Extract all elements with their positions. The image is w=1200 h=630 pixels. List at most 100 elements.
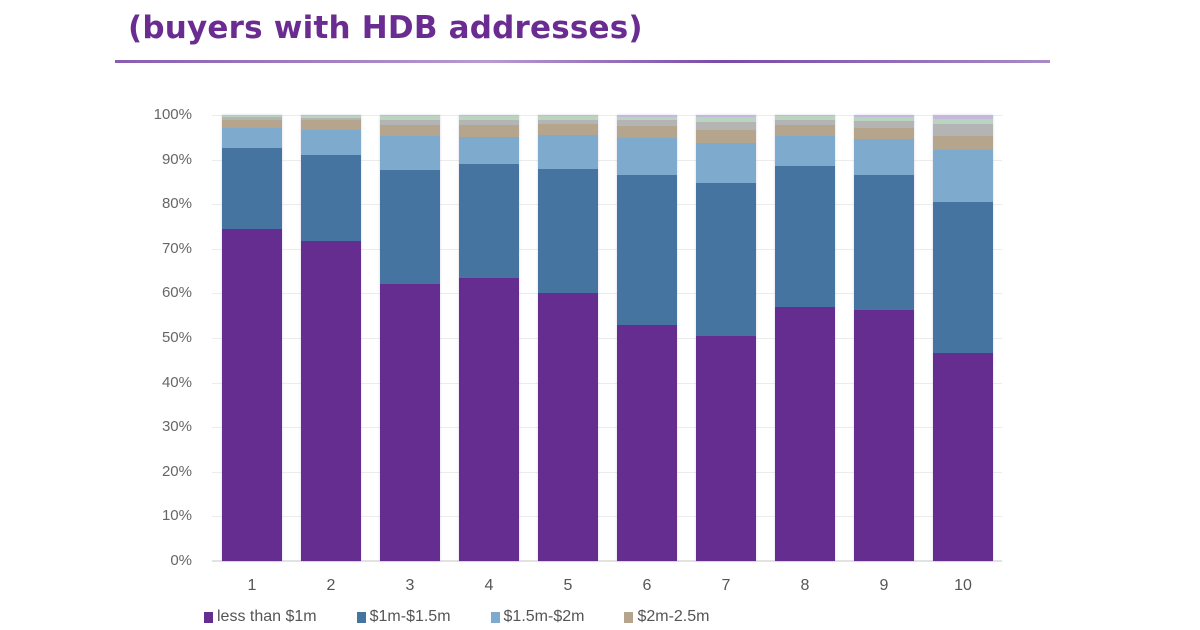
gridline — [212, 471, 1002, 473]
bar-2 — [301, 115, 361, 561]
bar-segment — [854, 175, 914, 310]
bar-3 — [380, 115, 440, 561]
gridline — [212, 159, 1002, 161]
bar-6 — [617, 115, 677, 561]
bar-segment — [538, 116, 598, 120]
legend-label: $1.5m-$2m — [503, 608, 585, 625]
bar-segment — [380, 116, 440, 120]
gridline — [212, 338, 1002, 339]
title-divider — [115, 60, 1050, 63]
bar-segment — [933, 201, 993, 354]
chart-title: (buyers with HDB addresses) — [128, 10, 643, 46]
bar-1 — [222, 115, 282, 561]
y-tick-label: 10% — [161, 507, 192, 525]
x-tick-label: 8 — [800, 577, 810, 594]
gridline — [212, 382, 1002, 384]
y-tick-label: 0% — [170, 552, 192, 569]
bar-segment — [775, 306, 835, 561]
bar-segment — [854, 309, 914, 561]
bar-segment — [775, 119, 835, 125]
bar-segment — [222, 128, 282, 149]
bar-segment — [933, 149, 993, 202]
bar-segment — [696, 182, 756, 337]
x-tick-label: 1 — [247, 577, 257, 594]
bar-segment — [301, 115, 361, 116]
x-tick-label: 10 — [954, 577, 972, 594]
x-tick-label: 4 — [484, 577, 494, 594]
bar-segment — [538, 168, 598, 294]
legend-swatch-icon — [624, 611, 634, 623]
bar-segment — [459, 119, 519, 125]
x-tick-label: 5 — [563, 577, 573, 594]
y-tick-label: 90% — [161, 150, 192, 168]
x-tick-label: 6 — [642, 577, 652, 594]
bar-segment — [380, 135, 440, 170]
bar-segment — [854, 116, 914, 122]
bar-segment — [301, 130, 361, 156]
bar-segment — [538, 123, 598, 136]
bar-segment — [854, 115, 914, 117]
x-tick-label: 9 — [879, 577, 889, 594]
bar-segment — [380, 124, 440, 136]
bar-5 — [538, 115, 598, 561]
bar-segment — [538, 115, 598, 117]
legend-item: $1.5m-$2m — [490, 608, 585, 626]
bar-segment — [933, 136, 993, 150]
y-tick-label: 50% — [161, 329, 192, 346]
bar-segment — [380, 169, 440, 285]
bar-segment — [222, 115, 282, 118]
y-tick-label: 40% — [161, 373, 192, 391]
bar-segment — [617, 325, 677, 561]
x-tick-label: 7 — [721, 577, 731, 594]
bar-segment — [696, 130, 756, 144]
bar-segment — [696, 336, 756, 561]
bar-segment — [854, 139, 914, 176]
bar-segment — [538, 293, 598, 561]
y-tick-label: 80% — [161, 195, 192, 213]
gridline — [212, 115, 1002, 116]
bar-segment — [222, 229, 282, 561]
gridline — [212, 427, 1002, 429]
bar-segment — [538, 119, 598, 124]
bar-segment — [380, 119, 440, 125]
bar-8 — [775, 115, 835, 561]
bar-segment — [696, 115, 756, 118]
bar-segment — [696, 143, 756, 183]
bar-segment — [380, 115, 440, 117]
legend-swatch-icon — [204, 611, 213, 623]
x-axis-line — [212, 560, 1002, 562]
bar-7 — [696, 115, 756, 561]
bar-segment — [933, 123, 993, 136]
bar-segment — [775, 165, 835, 307]
bar-4 — [459, 115, 519, 561]
bar-segment — [301, 115, 361, 118]
bar-segment — [459, 116, 519, 120]
bar-segment — [222, 117, 282, 120]
bar-segment — [617, 126, 677, 139]
y-tick-label: 20% — [161, 462, 192, 480]
bar-segment — [617, 120, 677, 127]
bar-segment — [933, 353, 993, 561]
bar-segment — [301, 155, 361, 242]
bar-segment — [854, 127, 914, 140]
gridline — [212, 248, 1002, 250]
y-tick-label: 70% — [161, 239, 192, 257]
bar-segment — [459, 137, 519, 165]
bar-segment — [775, 115, 835, 117]
bar-10 — [933, 115, 993, 561]
bar-segment — [222, 119, 282, 129]
bar-segment — [933, 115, 993, 120]
plot-area — [212, 115, 1002, 562]
legend-label: less than $1m — [217, 608, 317, 625]
bar-segment — [617, 138, 677, 176]
bar-segment — [617, 115, 677, 117]
legend-swatch-icon — [490, 611, 500, 623]
x-tick-label: 3 — [405, 577, 415, 594]
gridline — [212, 516, 1002, 518]
bar-segment — [775, 124, 835, 136]
bar-segment — [775, 135, 835, 166]
legend-item: $2m-2.5m — [624, 608, 709, 626]
legend-swatch-icon — [356, 611, 366, 623]
bar-segment — [459, 115, 519, 117]
bar-segment — [617, 116, 677, 121]
